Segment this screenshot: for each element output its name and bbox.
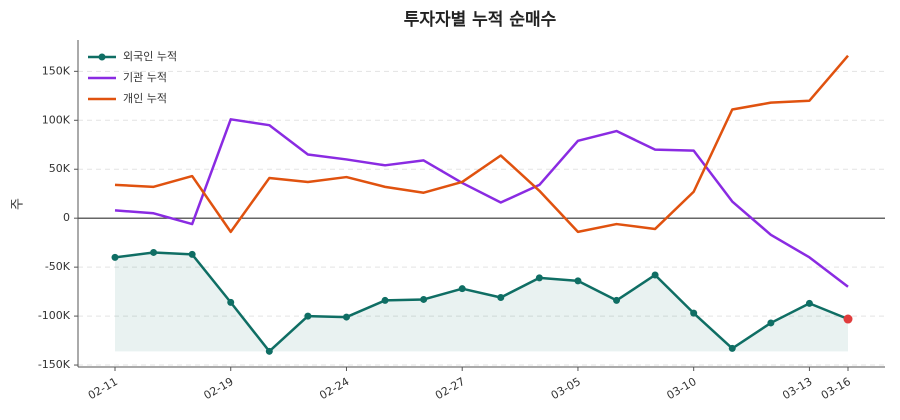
x-tick-label: 03-05 [549, 375, 583, 402]
line [114, 118, 849, 288]
point [728, 344, 736, 352]
x-tick-label: 02-27 [433, 375, 467, 402]
x-tick-label: 03-13 [780, 375, 814, 402]
point [767, 319, 775, 327]
x-tick-label: 02-24 [317, 375, 351, 402]
y-tick-label: 0 [63, 211, 70, 224]
line [114, 251, 849, 353]
point [420, 295, 428, 303]
x-tick-label: 03-16 [819, 375, 853, 402]
point [381, 296, 389, 304]
point [690, 309, 698, 317]
x-tick-label: 03-10 [664, 375, 698, 402]
chart-title: 투자자별 누적 순매수 [404, 10, 557, 30]
point [111, 253, 119, 261]
point [843, 314, 853, 324]
y-axis-label: 주 [11, 198, 26, 210]
y-tick-label: -150K [38, 358, 71, 371]
legend-label: 개인 누적 [123, 92, 167, 105]
point [613, 296, 621, 304]
y-tick-label: -50K [45, 260, 71, 273]
point [497, 293, 505, 301]
y-tick-label: 50K [49, 162, 71, 175]
legend-label: 기관 누적 [123, 71, 167, 84]
x-tick-label: 02-11 [86, 375, 120, 402]
point [535, 274, 543, 282]
x-tick-label: 02-19 [202, 375, 236, 402]
point [227, 298, 235, 306]
point [342, 313, 350, 321]
point [805, 299, 813, 307]
y-tick-label: 100K [42, 113, 71, 126]
point [651, 271, 659, 279]
point [150, 248, 158, 256]
line [114, 54, 849, 234]
point [574, 277, 582, 285]
legend-marker [98, 53, 106, 61]
point [265, 347, 273, 355]
point [304, 312, 312, 320]
area [115, 252, 848, 352]
legend-label: 외국인 누적 [123, 50, 177, 63]
point [188, 250, 196, 258]
y-tick-label: -100K [38, 309, 71, 322]
y-tick-label: 150K [42, 64, 71, 77]
point [458, 285, 466, 293]
